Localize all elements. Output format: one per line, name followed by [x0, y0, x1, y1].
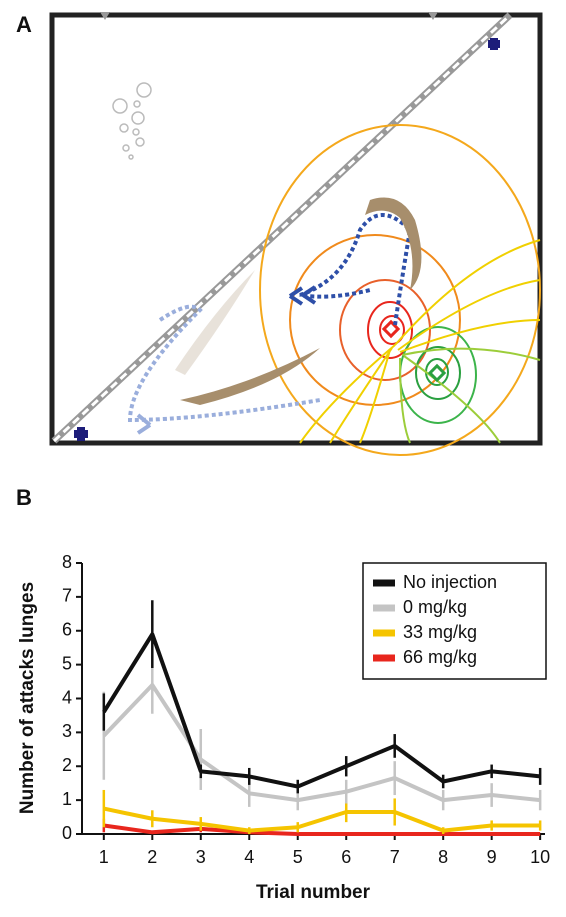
y-axis-label: Number of attacks lunges	[17, 582, 38, 814]
series-line	[102, 632, 541, 789]
plot: 0 1 2 3 4 5 6 7 8 1 2 3 4 5 6 7 8 9 10 No injection 0 mg/kg 3…	[62, 552, 550, 867]
legend-label: No injection	[403, 572, 497, 592]
y-tick-label: 3	[62, 721, 72, 741]
x-tick-label: 1	[99, 847, 109, 867]
divider	[52, 13, 512, 443]
y-tick-label: 8	[62, 552, 72, 572]
x-tick-label: 5	[293, 847, 303, 867]
y-tick-label: 2	[62, 755, 72, 775]
marker	[428, 12, 438, 20]
panel-label: B	[16, 485, 32, 510]
field-contours	[259, 124, 541, 456]
y-tick-label: 4	[62, 687, 72, 707]
x-tick-label: 4	[244, 847, 254, 867]
x-tick-label: 9	[487, 847, 497, 867]
series-line	[103, 806, 541, 833]
x-axis-label: Trial number	[256, 882, 371, 903]
legend-label: 66 mg/kg	[403, 647, 477, 667]
y-tick-label: 6	[62, 620, 72, 640]
bubbles	[112, 82, 152, 160]
legend-label: 33 mg/kg	[403, 622, 477, 642]
y-tick-label: 7	[62, 586, 72, 606]
corner-marker	[488, 38, 500, 50]
x-tick-label: 2	[147, 847, 157, 867]
legend-label: 0 mg/kg	[403, 597, 467, 617]
marker	[100, 12, 110, 20]
panel-label: A	[16, 12, 32, 37]
x-tick-label: 6	[341, 847, 351, 867]
series-line	[103, 823, 541, 836]
swim-paths	[127, 213, 413, 435]
y-tick-label: 1	[62, 789, 72, 809]
corner-marker	[74, 427, 88, 441]
x-tick-label: 3	[196, 847, 206, 867]
series-line	[102, 682, 541, 803]
y-tick-label: 0	[62, 823, 72, 843]
x-tick-label: 8	[438, 847, 448, 867]
x-tick-label: 7	[390, 847, 400, 867]
x-tick-label: 10	[530, 847, 550, 867]
tank	[49, 12, 543, 446]
y-tick-label: 5	[62, 653, 72, 673]
fish	[175, 197, 422, 405]
panel-a: A	[16, 12, 543, 456]
